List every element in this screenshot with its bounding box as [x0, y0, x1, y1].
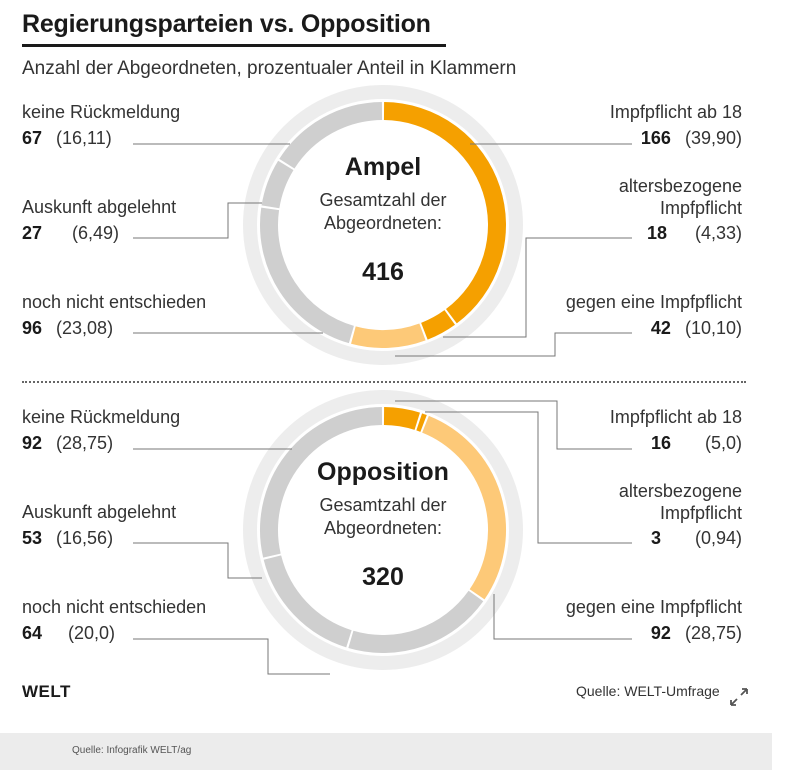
value-top-auskunft-abgelehnt: 27 (6,49) — [22, 223, 120, 243]
value-bottom-ab18: 16 (5,0) — [650, 433, 742, 453]
leader-bottom-auskunft — [133, 542, 262, 579]
title-underline — [22, 44, 446, 47]
donut-inner-0 — [279, 121, 487, 329]
leader-bottom-ab18 — [395, 400, 632, 450]
donut-outer-ring-1 — [243, 390, 523, 670]
donut-top-title: Ampel — [344, 153, 422, 181]
value-bottom-altersbezogene: 3 (0,94) — [650, 528, 742, 548]
footer-bar — [0, 733, 772, 770]
label-bottom-altersbezogene: altersbezogene — [618, 481, 742, 501]
donut-slice-0-4 — [261, 160, 294, 209]
label-bottom-gegen: gegen eine Impfpflicht — [565, 597, 742, 617]
donut-slice-1-5 — [260, 407, 383, 558]
label-bottom-auskunft-abgelehnt: Auskunft abgelehnt — [22, 502, 177, 522]
label-bottom-noch-nicht: noch nicht entschieden — [22, 597, 207, 617]
welt-logo: WELT — [22, 682, 71, 701]
label-bottom-altersbezogene-2: Impfpflicht — [659, 503, 742, 523]
leader-top-gegen — [395, 332, 632, 357]
value-top-keine-rueckmeldung: 67 (16,11) — [22, 128, 112, 148]
leader-bottom-noch — [133, 638, 330, 675]
value-bottom-noch-nicht: 64 (20,0) — [22, 623, 116, 643]
donut-slice-0-3 — [260, 207, 355, 344]
value-top-gegen: 42 (10,10) — [650, 318, 742, 338]
value-bottom-auskunft-abgelehnt: 53 (16,56) — [22, 528, 114, 548]
donut-top-total: 416 — [362, 258, 404, 286]
chart-subtitle: Anzahl der Abgeordneten, prozentualer An… — [22, 58, 517, 79]
leader-top-auskunft — [133, 202, 262, 239]
label-top-gegen: gegen eine Impfpflicht — [565, 292, 742, 312]
label-top-ab18: Impfpflicht ab 18 — [609, 102, 742, 122]
label-bottom-keine-rueckmeldung: keine Rückmeldung — [22, 407, 181, 427]
expand-arrows-icon[interactable] — [728, 686, 750, 713]
section-divider — [22, 381, 746, 383]
donut-slice-0-2 — [351, 323, 426, 348]
donut-bottom-total: 320 — [362, 563, 404, 591]
donut-slice-1-3 — [348, 590, 484, 653]
leader-top-alters — [443, 237, 632, 338]
value-top-altersbezogene: 18 (4,33) — [646, 223, 742, 243]
leader-bottom-alters — [425, 411, 632, 544]
donut-top-caption: Gesamtzahl der Abgeordneten: — [319, 190, 447, 233]
label-bottom-ab18: Impfpflicht ab 18 — [609, 407, 742, 427]
value-bottom-keine-rueckmeldung: 92 (28,75) — [22, 433, 114, 453]
label-top-altersbezogene-2: Impfpflicht — [659, 198, 742, 218]
donut-bottom-caption: Gesamtzahl der Abgeordneten: — [319, 495, 447, 538]
value-top-ab18: 166 (39,90) — [640, 128, 742, 148]
label-top-auskunft-abgelehnt: Auskunft abgelehnt — [22, 197, 177, 217]
label-top-noch-nicht: noch nicht entschieden — [22, 292, 207, 312]
chart-title: Regierungsparteien vs. Opposition — [22, 10, 431, 38]
donut-slice-0-1 — [420, 309, 456, 340]
footer-credit: Quelle: Infografik WELT/ag — [72, 745, 192, 756]
donut-slice-1-1 — [416, 413, 427, 432]
donut-slice-0-0 — [383, 102, 506, 324]
donut-bottom-title: Opposition — [317, 458, 449, 486]
donut-outer-ring-0 — [243, 85, 523, 365]
donut-slice-1-4 — [263, 555, 352, 648]
donut-slice-0-5 — [279, 102, 383, 169]
donut-slice-1-0 — [383, 407, 420, 430]
value-top-noch-nicht: 96 (23,08) — [22, 318, 114, 338]
source-note: Quelle: WELT-Umfrage — [576, 683, 720, 699]
donut-slice-1-2 — [422, 415, 506, 600]
leader-bottom-gegen — [493, 594, 632, 640]
donut-inner-1 — [279, 426, 487, 634]
label-top-keine-rueckmeldung: keine Rückmeldung — [22, 102, 181, 122]
value-bottom-gegen: 92 (28,75) — [650, 623, 742, 643]
label-top-altersbezogene: altersbezogene — [618, 176, 742, 196]
